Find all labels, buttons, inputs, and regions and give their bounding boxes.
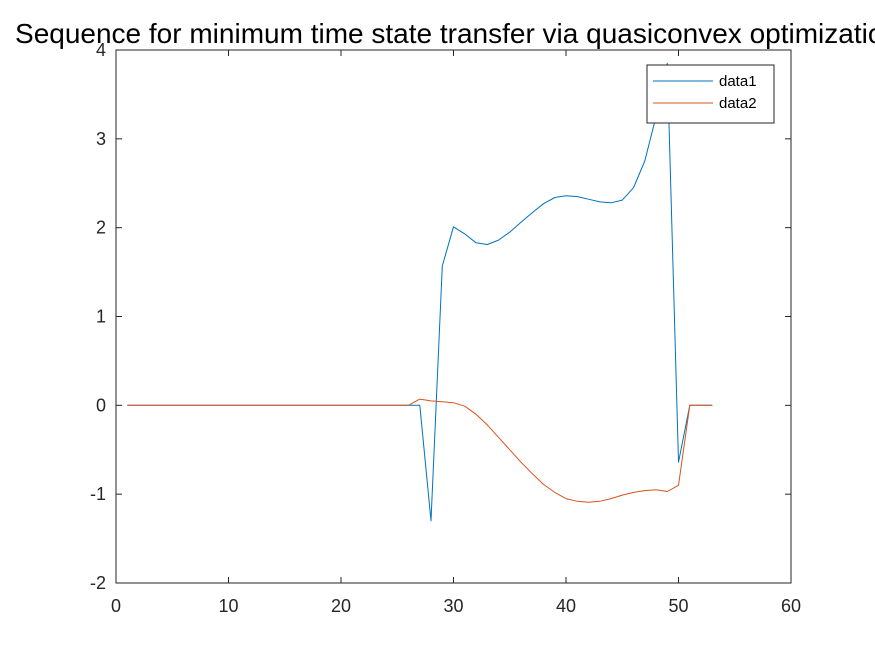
x-tick-label: 0 — [111, 596, 121, 616]
y-tick-label: -2 — [90, 573, 106, 593]
y-tick-label: 4 — [96, 40, 106, 60]
plot-area — [116, 50, 791, 583]
tick-labels: 0 10 20 30 40 50 60 -2 -1 0 1 2 3 4 — [90, 40, 801, 616]
x-tick-label: 50 — [668, 596, 688, 616]
y-tick-label: 3 — [96, 129, 106, 149]
x-tick-label: 10 — [218, 596, 238, 616]
y-tick-label: 2 — [96, 218, 106, 238]
x-tick-label: 40 — [556, 596, 576, 616]
series-line-data2 — [127, 398, 713, 503]
legend-label-data1: data1 — [719, 73, 757, 90]
y-tick-label: -1 — [90, 484, 106, 504]
legend-label-data2: data2 — [719, 95, 757, 112]
x-tick-label: 60 — [781, 596, 801, 616]
series-layer — [127, 62, 713, 522]
legend: data1 data2 — [646, 64, 775, 124]
y-tick-label: 1 — [96, 307, 106, 327]
y-tick-label: 0 — [96, 395, 106, 415]
chart-title: Sequence for minimum time state transfer… — [15, 18, 875, 49]
legend-box — [646, 64, 775, 124]
x-tick-label: 30 — [443, 596, 463, 616]
axes-box — [115, 49, 792, 584]
x-tick-label: 20 — [331, 596, 351, 616]
